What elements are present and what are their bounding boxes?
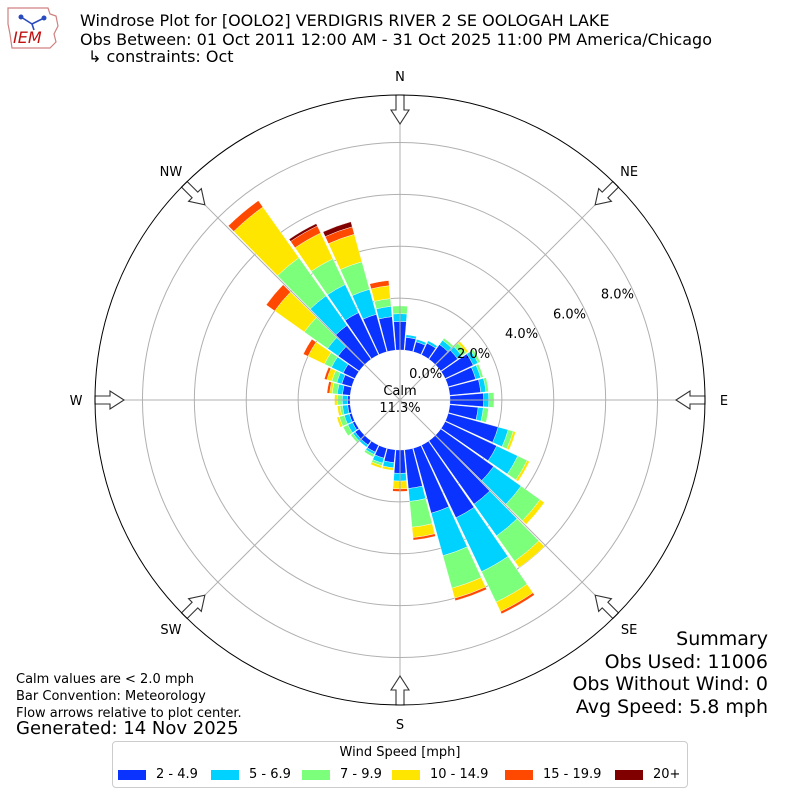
flow-arrow-icon xyxy=(389,94,411,126)
wind-bar-segment xyxy=(415,339,427,346)
wind-bar-segment xyxy=(457,340,469,354)
wind-bar-segment xyxy=(483,377,489,393)
compass-label: NE xyxy=(620,165,638,180)
radial-tick-label: 4.0% xyxy=(505,327,538,342)
plot-notes: Calm values are < 2.0 mph Bar Convention… xyxy=(16,671,242,722)
chart-subtitle: Obs Between: 01 Oct 2011 12:00 AM - 31 O… xyxy=(80,30,712,49)
wind-bar-segment xyxy=(324,367,332,381)
legend-label: 7 - 9.9 xyxy=(340,767,382,782)
flow-arrow-icon xyxy=(594,594,620,620)
wind-bar-segment xyxy=(442,337,454,349)
generated-date: Generated: 14 Nov 2025 xyxy=(16,718,239,739)
calm-label: Calm xyxy=(383,384,416,399)
legend-swatch xyxy=(118,769,146,780)
summary-obs-without-wind: Obs Without Wind: 0 xyxy=(572,673,768,695)
wind-bar-segment xyxy=(500,592,535,615)
outer-frame xyxy=(94,94,706,706)
grid-spoke xyxy=(399,399,617,617)
legend-title: Wind Speed [mph] xyxy=(339,745,461,760)
wind-bar-segment xyxy=(470,349,481,364)
flow-arrow-icon xyxy=(674,389,706,411)
compass-label: SE xyxy=(621,623,637,638)
chart-title: Windrose Plot for [OOLO2] VERDIGRIS RIVE… xyxy=(80,11,610,30)
summary-obs-used: Obs Used: 11006 xyxy=(604,650,768,673)
iem-logo: IEM xyxy=(4,4,62,54)
compass-label: NW xyxy=(160,165,183,180)
flow-arrow-icon xyxy=(180,594,206,620)
wind-bar-segment xyxy=(405,334,417,340)
radial-tick-label: 6.0% xyxy=(553,307,586,322)
wind-bar-segment xyxy=(265,284,291,312)
wind-bar-segment xyxy=(454,586,487,602)
wind-bar-segment xyxy=(426,340,438,349)
legend-swatch xyxy=(505,769,533,780)
calm-note: Calm values are < 2.0 mph xyxy=(16,672,195,687)
legend-swatch xyxy=(211,769,239,780)
axis-labels: 0.0% 2.0% 4.0% 6.0% 8.0% N NE E SE S SW W NW xyxy=(70,70,729,733)
wind-bar-segment xyxy=(337,405,342,417)
wind-bar-segment xyxy=(480,407,489,423)
wind-bar-segment xyxy=(336,416,344,428)
compass-label: E xyxy=(720,394,728,409)
wind-bar-segment xyxy=(303,338,317,357)
constraints-text: ↳ constraints: Oct xyxy=(88,47,234,66)
radial-tick-label: 0.0% xyxy=(409,367,442,382)
wind-bar-segment xyxy=(514,540,545,568)
legend-item: 5 - 6.9 xyxy=(211,767,291,783)
wind-bar-segment xyxy=(288,223,318,242)
legend-label: 10 - 14.9 xyxy=(430,767,489,782)
compass-label: N xyxy=(395,70,405,85)
radial-tick-label: 2.0% xyxy=(457,347,490,362)
summary-avg-speed: Avg Speed: 5.8 mph xyxy=(575,695,768,718)
compass-label: W xyxy=(70,394,83,409)
wind-bar-segment xyxy=(350,433,360,443)
wind-bar-segment xyxy=(363,449,375,458)
compass-label: SW xyxy=(160,623,181,638)
legend-swatch xyxy=(302,769,330,780)
grid-spoke xyxy=(399,183,617,401)
legend-swatch xyxy=(392,769,420,780)
legend-item: 7 - 9.9 xyxy=(302,767,382,783)
radial-tick-label: 8.0% xyxy=(601,287,634,302)
legend-swatch xyxy=(615,769,643,780)
windrose-bars xyxy=(228,200,545,615)
grid-spoke xyxy=(183,399,401,617)
compass-label: S xyxy=(396,718,404,733)
wind-bar-segment xyxy=(475,363,484,379)
legend-label: 5 - 6.9 xyxy=(249,767,291,782)
flow-arrow-icon xyxy=(180,180,206,206)
wind-bar-segment xyxy=(369,280,390,290)
flow-arrow-icon xyxy=(94,389,126,411)
wind-bar-segment xyxy=(381,465,394,471)
wind-bar-segment xyxy=(326,381,332,394)
legend-item: 20+ xyxy=(615,767,680,783)
wind-bar-segment xyxy=(228,200,264,232)
legend-item: 15 - 19.9 xyxy=(505,767,601,783)
wind-bar-segment xyxy=(412,533,436,541)
legend-label: 20+ xyxy=(653,767,681,782)
wind-bar-segment xyxy=(342,424,353,437)
legend-item: 10 - 14.9 xyxy=(392,767,488,783)
wind-bar-segment xyxy=(522,499,545,525)
bar-convention-note: Bar Convention: Meteorology xyxy=(16,689,206,704)
compass-spokes xyxy=(95,95,705,705)
legend-label: 15 - 19.9 xyxy=(543,767,602,782)
wind-bar-segment xyxy=(322,221,353,237)
legend-item: 2 - 4.9 xyxy=(118,767,198,783)
grid-spoke xyxy=(183,183,401,401)
wind-bar-segment xyxy=(370,461,383,469)
calm-value: 11.3% xyxy=(379,401,420,416)
svg-text:IEM: IEM xyxy=(13,28,42,47)
wind-bar-segment xyxy=(506,430,516,451)
summary-panel: Summary Obs Used: 11006 Obs Without Wind… xyxy=(572,628,768,718)
wind-bar-segment xyxy=(515,460,530,482)
legend: Wind Speed [mph] 2 - 4.9 5 - 6.9 7 - 9.9… xyxy=(112,741,688,788)
summary-title: Summary xyxy=(676,628,768,650)
flow-arrow-icon xyxy=(389,674,411,706)
legend-label: 2 - 4.9 xyxy=(156,767,198,782)
flow-arrow-icon xyxy=(594,180,620,206)
flow-arrows-note: Flow arrows relative to plot center. xyxy=(16,706,242,721)
